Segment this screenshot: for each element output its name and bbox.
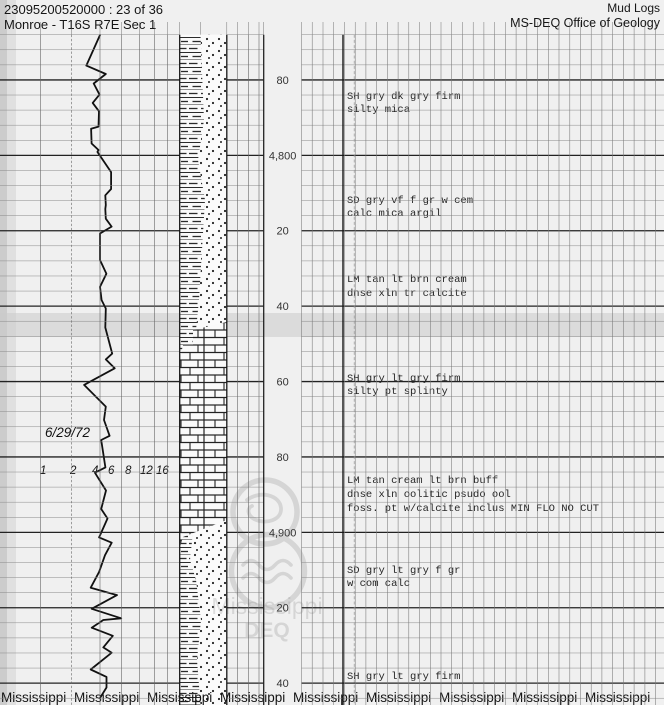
- svg-text:23095200520000 : 23 of 36: 23095200520000 : 23 of 36: [4, 2, 163, 17]
- svg-text:Mud Logs: Mud Logs: [607, 1, 660, 15]
- svg-text:8: 8: [125, 465, 132, 477]
- svg-text:Mississippi: Mississippi: [1, 690, 66, 705]
- svg-text:4: 4: [92, 465, 98, 477]
- svg-text:Mississippi: Mississippi: [74, 690, 139, 705]
- svg-text:1: 1: [40, 465, 46, 477]
- svg-text:Monroe - T16S R7E Sec 1: Monroe - T16S R7E Sec 1: [4, 17, 156, 32]
- svg-text:Mississippi: Mississippi: [211, 593, 322, 619]
- svg-text:Mississippi: Mississippi: [512, 690, 577, 705]
- svg-text:w com calc: w com calc: [347, 578, 410, 590]
- svg-text:SD gry lt gry f gr: SD gry lt gry f gr: [347, 565, 460, 577]
- svg-text:SH gry lt gry firm: SH gry lt gry firm: [347, 373, 460, 385]
- svg-text:20: 20: [276, 603, 288, 615]
- svg-text:Mississippi: Mississippi: [220, 690, 285, 705]
- svg-text:silty pt splinty: silty pt splinty: [347, 386, 448, 398]
- svg-text:dnse xln tr calcite: dnse xln tr calcite: [347, 288, 467, 300]
- svg-text:SH gry dk gry firm: SH gry dk gry firm: [347, 91, 460, 103]
- svg-text:dnse xln oolitic psudo ool: dnse xln oolitic psudo ool: [347, 489, 511, 501]
- svg-text:MS-DEQ Office of Geology: MS-DEQ Office of Geology: [510, 16, 661, 30]
- svg-text:6/29/72: 6/29/72: [45, 425, 91, 440]
- svg-text:60: 60: [276, 377, 288, 389]
- svg-text:12: 12: [140, 465, 153, 477]
- svg-text:DEQ: DEQ: [244, 619, 290, 642]
- svg-text:20: 20: [276, 226, 288, 238]
- svg-text:4,800: 4,800: [269, 150, 297, 162]
- svg-text:SH gry lt gry firm: SH gry lt gry firm: [347, 671, 460, 683]
- svg-text:80: 80: [276, 75, 288, 87]
- svg-text:Mississippi: Mississippi: [585, 690, 650, 705]
- svg-text:calc mica argil: calc mica argil: [347, 208, 442, 220]
- svg-text:6: 6: [108, 465, 115, 477]
- svg-text:LM tan cream lt brn buff: LM tan cream lt brn buff: [347, 475, 498, 487]
- svg-text:Mississippi: Mississippi: [293, 690, 358, 705]
- svg-text:40: 40: [276, 301, 288, 313]
- svg-text:80: 80: [276, 452, 288, 464]
- svg-text:Mississippi: Mississippi: [366, 690, 431, 705]
- svg-text:40: 40: [276, 678, 288, 690]
- svg-text:2: 2: [69, 465, 77, 477]
- svg-text:4,900: 4,900: [269, 527, 297, 539]
